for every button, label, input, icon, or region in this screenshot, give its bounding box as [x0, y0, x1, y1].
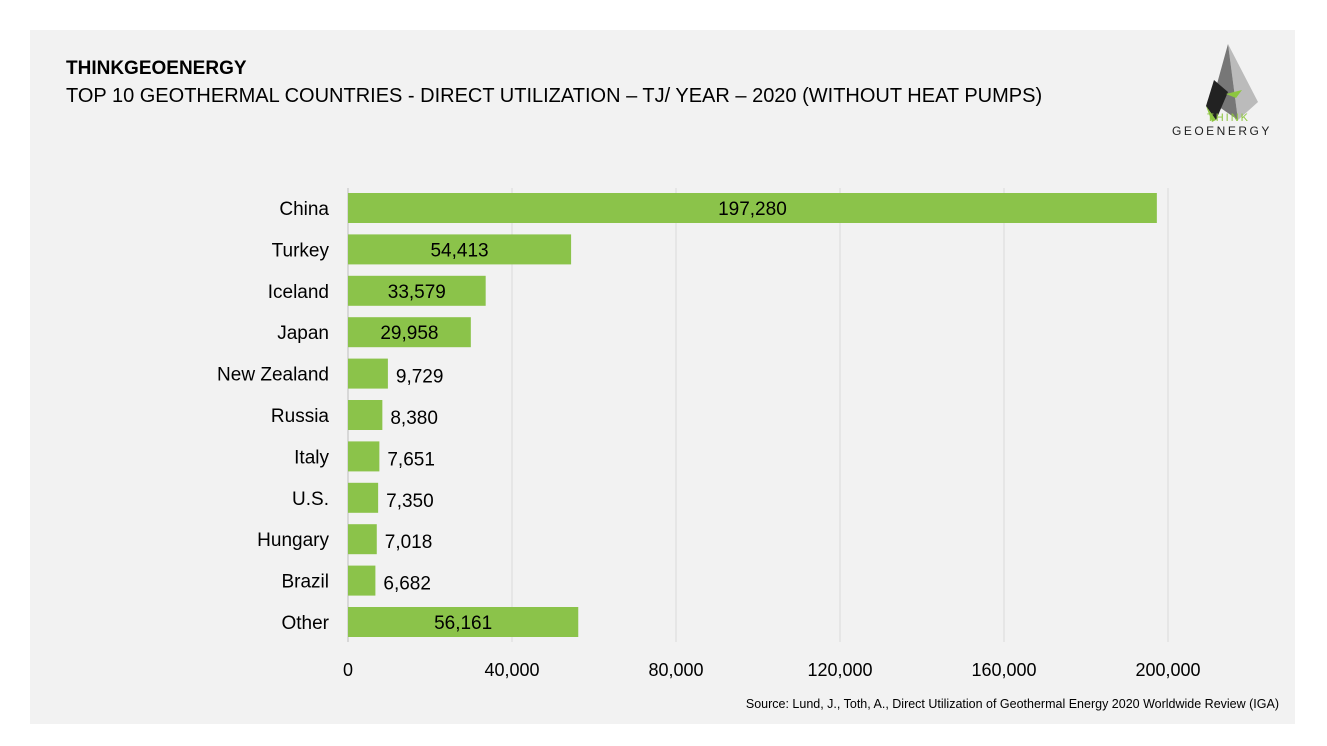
bar — [348, 193, 1157, 223]
bar — [348, 275, 486, 306]
chart-title: TOP 10 GEOTHERMAL COUNTRIES - DIRECT UTI… — [66, 85, 1043, 107]
bar — [348, 607, 579, 637]
data-label: 9,729 — [396, 367, 444, 388]
category-label: Other — [281, 613, 329, 634]
x-tick-label: 0 — [343, 660, 353, 680]
bar — [348, 482, 379, 513]
category-label: Iceland — [268, 282, 329, 303]
data-label: 6,682 — [383, 574, 431, 595]
x-tick-label: 120,000 — [807, 660, 872, 680]
x-tick-label: 200,000 — [1135, 660, 1200, 680]
category-label: China — [279, 199, 329, 220]
data-label: 54,413 — [430, 240, 488, 261]
chart-panel — [30, 30, 1295, 724]
bar — [348, 565, 376, 596]
data-label: 29,958 — [380, 323, 438, 344]
category-label: Russia — [271, 406, 330, 427]
bar — [348, 441, 380, 472]
data-label: 33,579 — [388, 282, 446, 303]
data-label: 8,380 — [390, 408, 438, 429]
thinkgeoenergy-logo-icon — [1206, 44, 1258, 122]
category-label: Turkey — [272, 240, 330, 261]
source-note: Source: Lund, J., Toth, A., Direct Utili… — [745, 697, 1279, 711]
bar — [348, 400, 383, 430]
data-label: 7,018 — [385, 532, 433, 553]
logo-think-text: THINK — [1207, 112, 1250, 124]
data-label: 7,350 — [386, 491, 434, 512]
bar — [348, 234, 572, 265]
category-label: Italy — [294, 447, 329, 468]
brand-heading: THINKGEOENERGY — [66, 58, 247, 79]
bar — [348, 524, 377, 555]
x-tick-label: 160,000 — [971, 660, 1036, 680]
x-tick-label: 40,000 — [484, 660, 539, 680]
category-label: U.S. — [292, 489, 329, 510]
category-label: Japan — [277, 323, 329, 344]
logo-geoenergy-text: GEOENERGY — [1172, 124, 1272, 138]
category-label: New Zealand — [217, 365, 329, 386]
category-label: Brazil — [281, 572, 329, 593]
data-label: 7,651 — [387, 449, 435, 470]
category-label: Hungary — [257, 530, 329, 551]
data-label: 56,161 — [434, 613, 492, 634]
x-tick-label: 80,000 — [648, 660, 703, 680]
data-label: 197,280 — [718, 199, 787, 220]
bar — [348, 358, 388, 389]
bar — [348, 317, 471, 348]
